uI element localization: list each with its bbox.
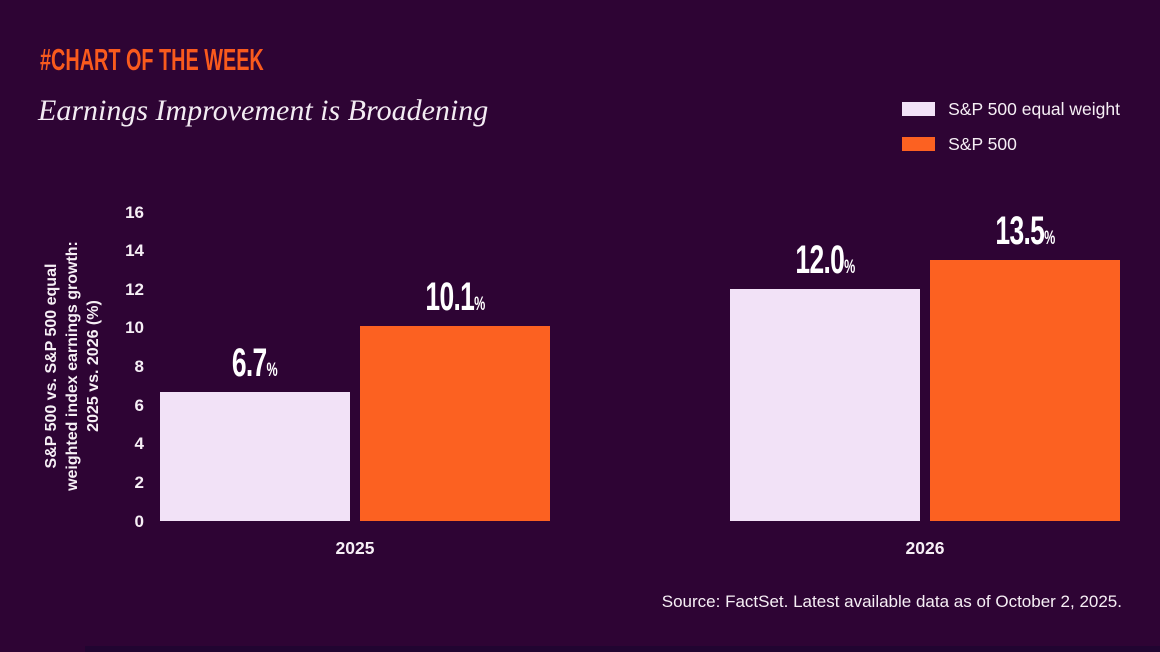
- bar-value-label: 6.7%: [160, 343, 350, 383]
- y-tick-label: 0: [134, 511, 144, 531]
- bar-value-text: 12.0%: [795, 238, 855, 283]
- y-tick-label: 8: [134, 357, 144, 376]
- bar-value-text: 10.1%: [425, 274, 485, 319]
- legend: S&P 500 equal weight S&P 500: [902, 96, 1120, 157]
- kicker-hashtag-title: #CHART OF THE WEEK: [40, 42, 264, 77]
- bar-value-text: 6.7%: [232, 340, 278, 385]
- legend-swatch-equal-weight: [902, 102, 936, 116]
- legend-item-equal-weight: S&P 500 equal weight: [902, 96, 1120, 122]
- bar-value-label: 10.1%: [360, 277, 550, 317]
- bar-2025-s-p-500-equal-weight: [160, 391, 350, 521]
- legend-swatch-sp500: [902, 137, 936, 151]
- bar-value-label: 13.5%: [930, 211, 1120, 251]
- legend-item-sp500: S&P 500: [902, 131, 1120, 157]
- y-tick-label: 2: [134, 472, 144, 492]
- legend-label-sp500: S&P 500: [948, 133, 1017, 154]
- bar-2026-s-p-500: [930, 260, 1120, 521]
- x-category-label-2025: 2025: [335, 538, 375, 558]
- bar-2025-s-p-500: [360, 325, 550, 521]
- legend-label-equal-weight: S&P 500 equal weight: [948, 98, 1120, 119]
- page-title: Earnings Improvement is Broadening: [38, 94, 489, 127]
- y-tick-label: 12: [125, 279, 144, 299]
- bottom-strip: [85, 646, 1160, 652]
- y-tick-label: 10: [125, 318, 144, 338]
- y-tick-label: 14: [125, 241, 144, 261]
- y-tick-label: 6: [134, 395, 144, 415]
- x-category-label-2026: 2026: [905, 538, 945, 558]
- y-axis-title-line: S&P 500 vs. S&P 500 equal: [42, 263, 60, 469]
- y-axis-title: S&P 500 vs. S&P 500 equal weighted index…: [39, 186, 105, 546]
- source-note: Source: FactSet. Latest available data a…: [661, 592, 1122, 611]
- y-tick-label: 16: [125, 202, 144, 222]
- bar-value-text: 13.5%: [995, 209, 1055, 254]
- bar-value-label: 12.0%: [730, 240, 920, 280]
- y-tick-label: 4: [134, 434, 144, 454]
- bar-2026-s-p-500-equal-weight: [730, 289, 920, 521]
- y-axis-title-line: weighted index earnings growth:: [63, 241, 81, 491]
- y-axis-title-line: 2025 vs. 2026 (%): [84, 300, 102, 432]
